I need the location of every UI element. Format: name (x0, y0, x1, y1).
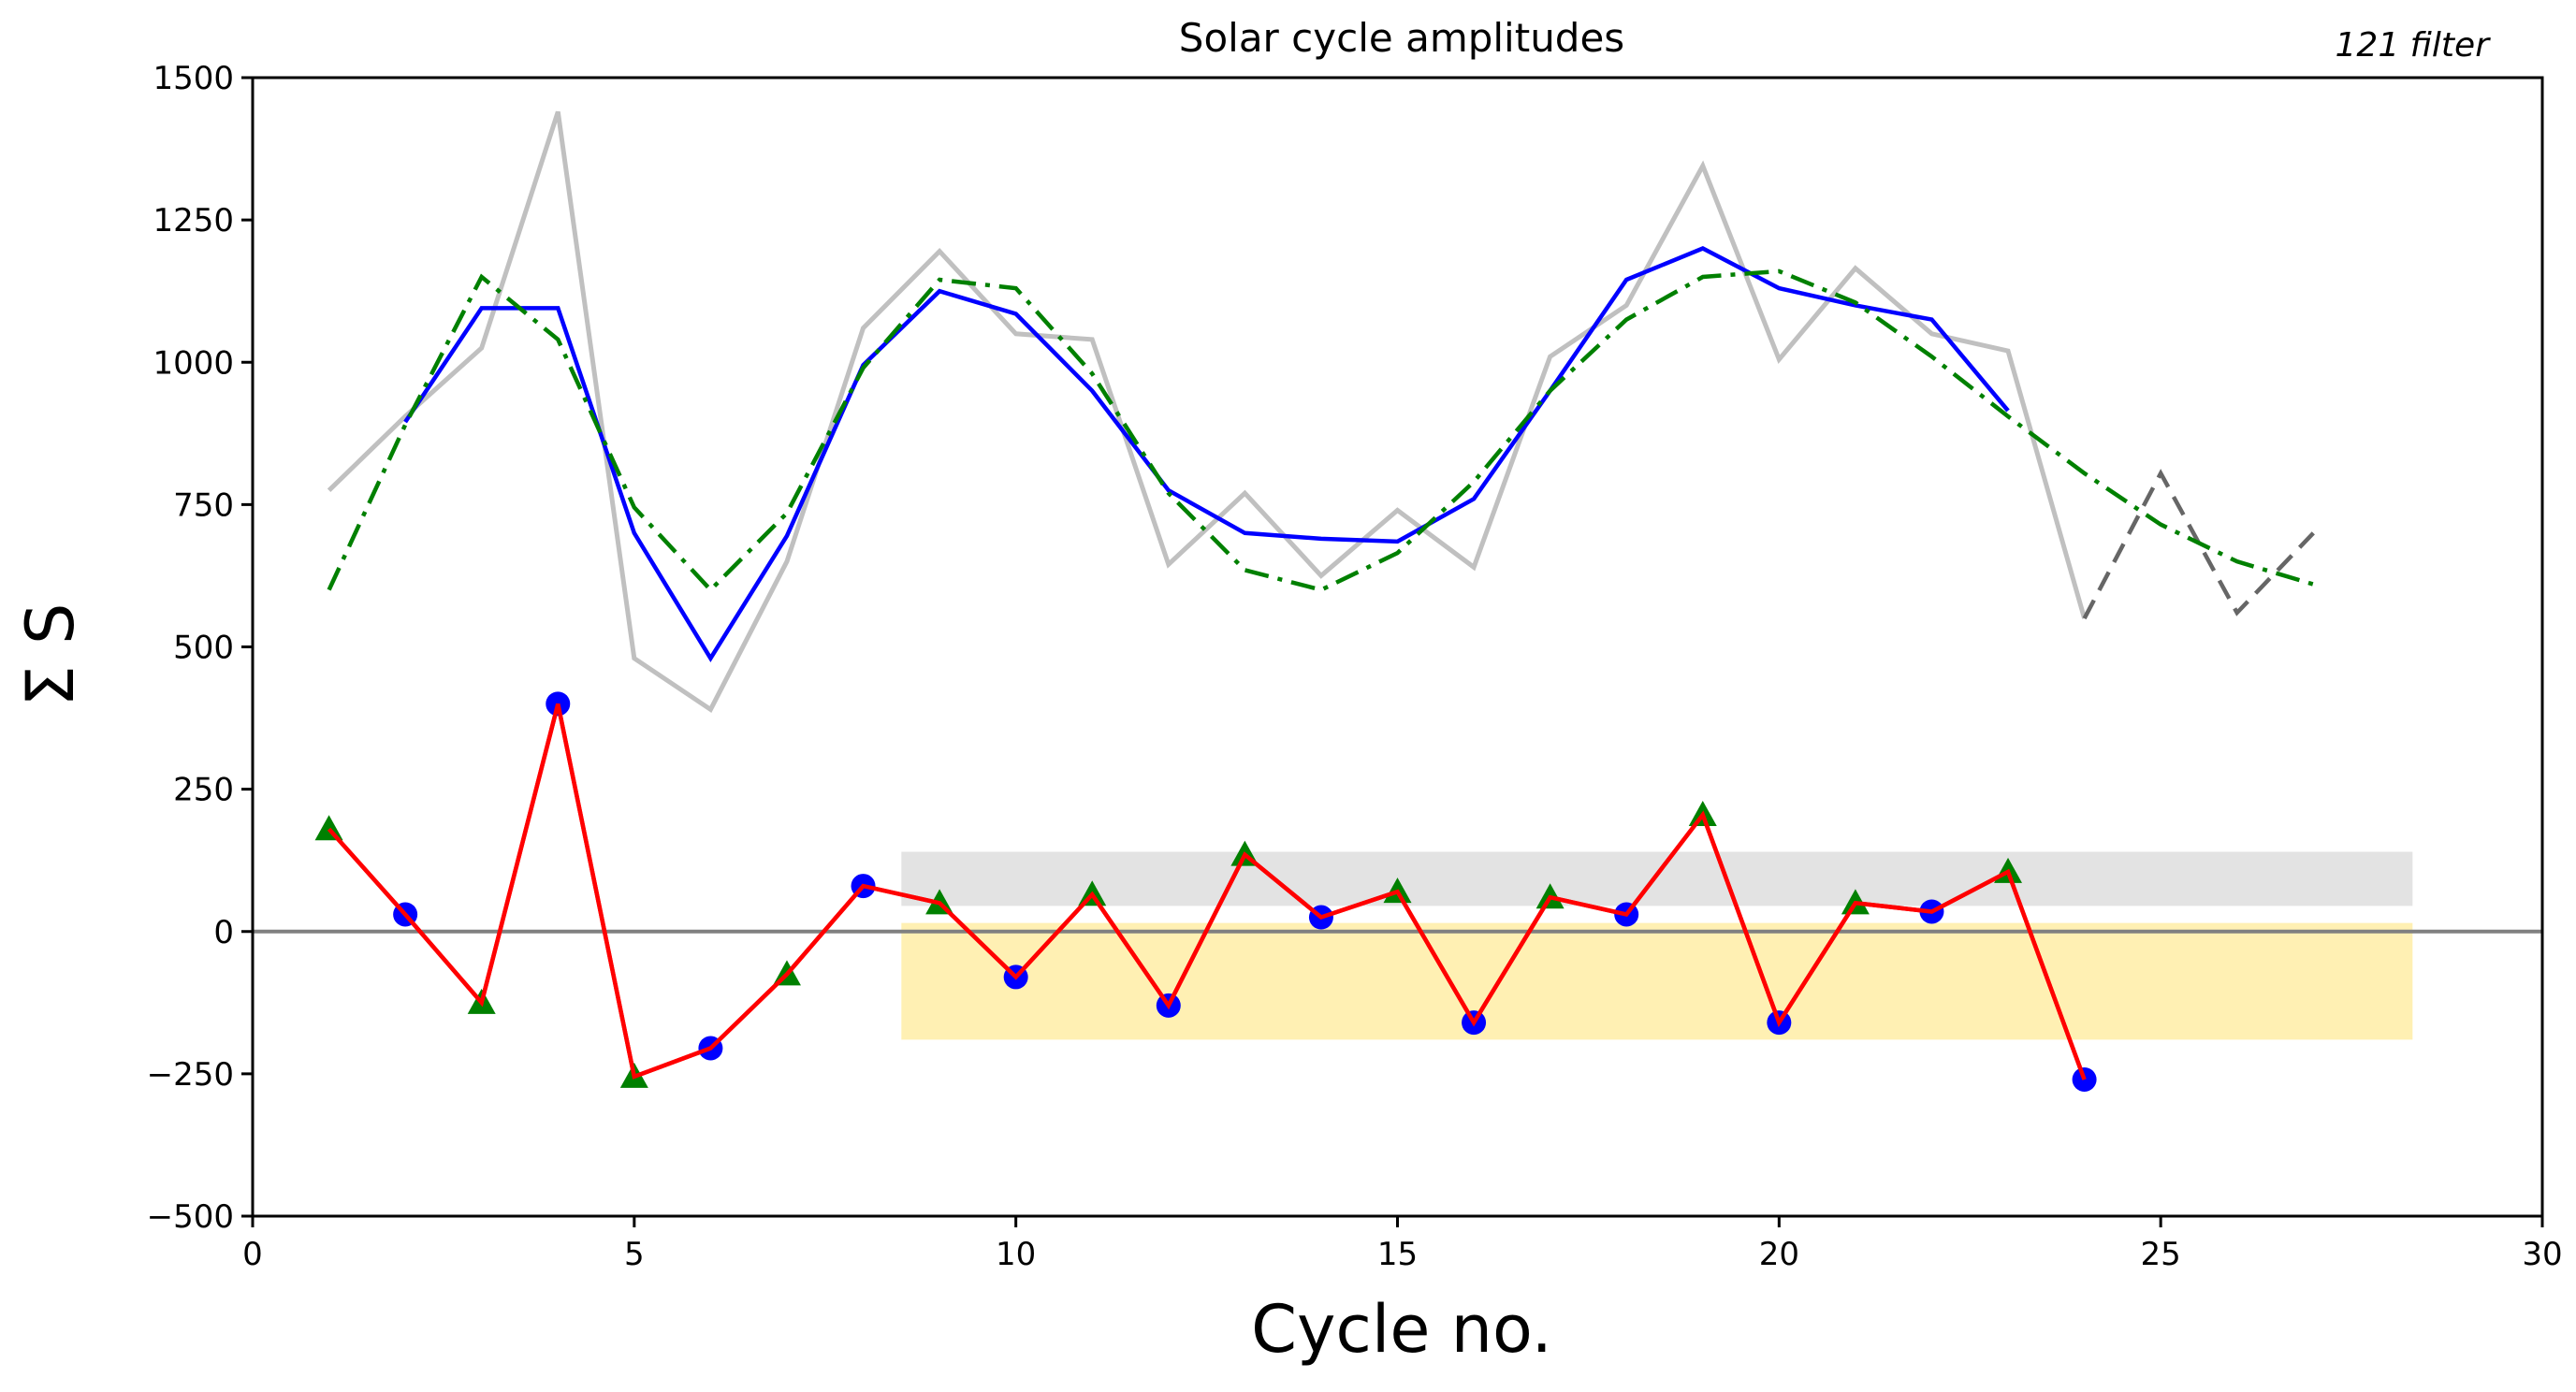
y-tick-label: 1000 (153, 344, 234, 382)
gray-band (901, 851, 2413, 906)
x-tick-label: 5 (624, 1236, 645, 1273)
y-tick-label: 500 (173, 630, 234, 667)
raw-amplitudes-line (327, 110, 2088, 714)
y-tick-label: 250 (173, 772, 234, 809)
yellow-band (901, 922, 2413, 1040)
y-tick-label: 1500 (153, 60, 234, 97)
x-tick-label: 25 (2141, 1236, 2181, 1273)
residuals-line-overlay (327, 703, 2087, 1080)
x-tick-label: 20 (1759, 1236, 1799, 1273)
x-axis-label: Cycle no. (1251, 1291, 1552, 1368)
y-tick-label: −250 (147, 1056, 234, 1094)
filter-annotation: 121 filter (2336, 26, 2492, 65)
filtered-amplitudes-line (403, 246, 2010, 662)
x-tick-label: 10 (996, 1236, 1036, 1273)
x-tick-label: 0 (242, 1236, 263, 1273)
plot-area: 0 5 10 15 20 25 30 −500 −250 0 250 500 750 1000 1250 15… (147, 60, 2563, 1273)
plot-content (253, 110, 2542, 1092)
x-tick-label: 30 (2522, 1236, 2562, 1273)
y-axis-label: Σ S (12, 603, 89, 707)
y-tick-label: 0 (213, 914, 234, 951)
projection-line (2082, 469, 2315, 620)
model-fit-line (327, 268, 2314, 593)
y-tick-label: −500 (147, 1198, 234, 1236)
y-tick-label: 750 (173, 486, 234, 524)
x-tick-label: 15 (1377, 1236, 1418, 1273)
chart-title: Solar cycle amplitudes (1179, 15, 1624, 61)
y-tick-label: 1250 (153, 202, 234, 239)
